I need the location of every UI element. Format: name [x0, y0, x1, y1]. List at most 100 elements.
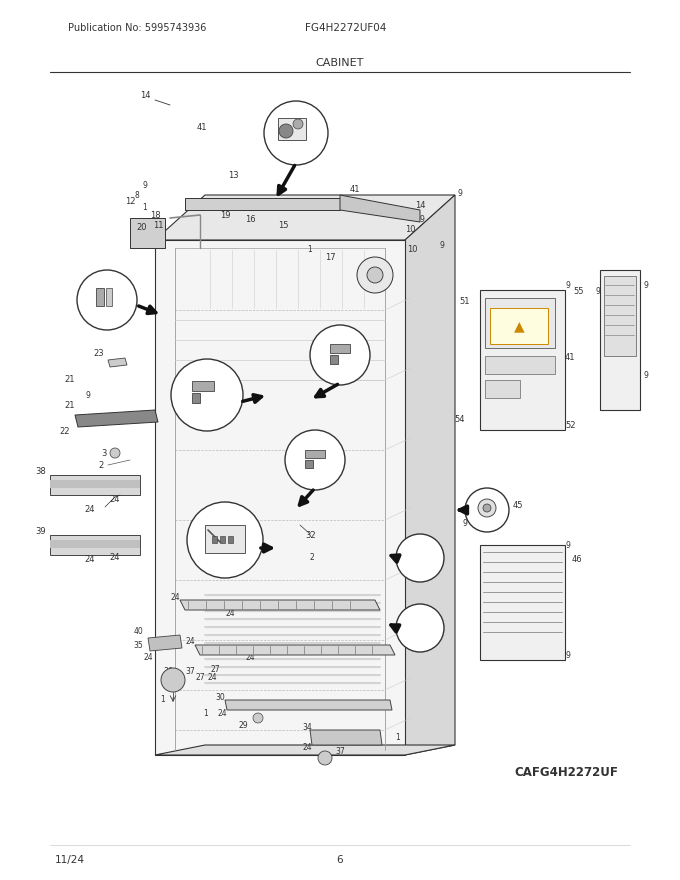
Bar	[330, 355, 338, 364]
Polygon shape	[480, 545, 565, 660]
Text: 32: 32	[305, 532, 316, 540]
Text: 21: 21	[90, 299, 99, 309]
Text: 10: 10	[407, 246, 418, 254]
Text: 9: 9	[143, 180, 148, 189]
Text: 26: 26	[403, 620, 413, 629]
Text: 19: 19	[220, 210, 231, 219]
Circle shape	[310, 325, 370, 385]
Circle shape	[171, 359, 243, 431]
Text: CABINET: CABINET	[316, 58, 364, 68]
Polygon shape	[340, 195, 420, 222]
Text: 18: 18	[150, 210, 160, 219]
Polygon shape	[310, 730, 382, 745]
Text: 24: 24	[85, 505, 95, 515]
Text: 2: 2	[99, 461, 104, 471]
Polygon shape	[50, 475, 140, 495]
Circle shape	[396, 604, 444, 652]
Text: 41: 41	[565, 354, 575, 363]
Polygon shape	[185, 198, 340, 210]
Circle shape	[483, 504, 491, 512]
Bar	[485, 380, 520, 398]
Circle shape	[161, 668, 185, 692]
Text: 54: 54	[454, 415, 465, 424]
Text: 12: 12	[124, 197, 135, 207]
Text: 9: 9	[595, 288, 600, 297]
Text: 25: 25	[118, 290, 128, 299]
Text: 24: 24	[245, 654, 255, 663]
Circle shape	[357, 257, 393, 293]
Text: 26: 26	[403, 551, 413, 560]
Text: 24: 24	[143, 652, 153, 662]
Text: 20: 20	[137, 224, 148, 232]
Bar	[192, 393, 200, 403]
Circle shape	[77, 270, 137, 330]
Text: 9: 9	[439, 241, 445, 251]
Text: 41: 41	[350, 186, 360, 194]
Polygon shape	[50, 535, 140, 555]
Text: 9: 9	[420, 216, 424, 224]
Text: 31: 31	[314, 121, 324, 130]
Text: CAFG4H2272UF: CAFG4H2272UF	[514, 766, 618, 780]
Polygon shape	[50, 480, 140, 488]
Text: 24: 24	[109, 495, 120, 504]
Text: 38: 38	[35, 467, 46, 476]
Bar	[330, 344, 350, 353]
Circle shape	[110, 448, 120, 458]
Polygon shape	[108, 358, 127, 367]
Bar	[485, 298, 555, 348]
Text: 9: 9	[566, 650, 571, 659]
Text: 14: 14	[141, 91, 151, 99]
Text: 21: 21	[344, 356, 354, 364]
Text: 19: 19	[425, 551, 435, 560]
Text: 45: 45	[513, 502, 524, 510]
Text: 41: 41	[197, 123, 207, 133]
Polygon shape	[50, 540, 140, 548]
Bar	[192, 381, 214, 391]
Text: 37: 37	[185, 668, 195, 677]
Text: 1: 1	[143, 202, 148, 211]
Text: 21: 21	[183, 401, 192, 410]
Text: 13: 13	[228, 171, 238, 180]
Text: 3: 3	[101, 449, 107, 458]
Polygon shape	[148, 635, 182, 651]
Polygon shape	[600, 270, 640, 410]
Text: 35: 35	[360, 736, 370, 744]
Text: 14: 14	[415, 201, 425, 209]
Polygon shape	[180, 600, 380, 610]
Text: 1: 1	[203, 709, 208, 718]
Circle shape	[293, 119, 303, 129]
Text: FG4H2272UF04: FG4H2272UF04	[305, 23, 386, 33]
Bar	[305, 450, 325, 458]
Polygon shape	[75, 410, 158, 427]
Text: 21: 21	[320, 460, 330, 470]
Text: 9: 9	[643, 281, 648, 290]
Bar	[220, 536, 225, 543]
Bar	[96, 288, 104, 306]
Text: 9: 9	[458, 188, 462, 197]
Circle shape	[396, 534, 444, 582]
Text: 25: 25	[207, 404, 217, 413]
Text: 24: 24	[207, 673, 217, 683]
Text: 22: 22	[60, 428, 70, 436]
Text: 9: 9	[643, 370, 648, 379]
Text: 24: 24	[109, 554, 120, 562]
Text: 40: 40	[133, 627, 143, 636]
Text: 11/24: 11/24	[55, 855, 85, 865]
Text: 24: 24	[85, 555, 95, 564]
Text: 1: 1	[395, 734, 400, 743]
Text: 15: 15	[277, 221, 288, 230]
Text: 25: 25	[320, 362, 330, 370]
Text: 1: 1	[160, 695, 165, 705]
Text: 39: 39	[35, 527, 46, 537]
Bar	[490, 308, 548, 344]
Polygon shape	[225, 700, 392, 710]
Text: 35: 35	[133, 641, 143, 649]
Text: 24: 24	[185, 637, 194, 647]
Text: 25: 25	[295, 467, 305, 476]
Text: ▲: ▲	[513, 319, 524, 333]
Circle shape	[253, 713, 263, 723]
Circle shape	[367, 267, 383, 283]
Text: 27: 27	[210, 665, 220, 674]
Text: 9: 9	[462, 519, 467, 529]
Text: 11: 11	[153, 221, 163, 230]
